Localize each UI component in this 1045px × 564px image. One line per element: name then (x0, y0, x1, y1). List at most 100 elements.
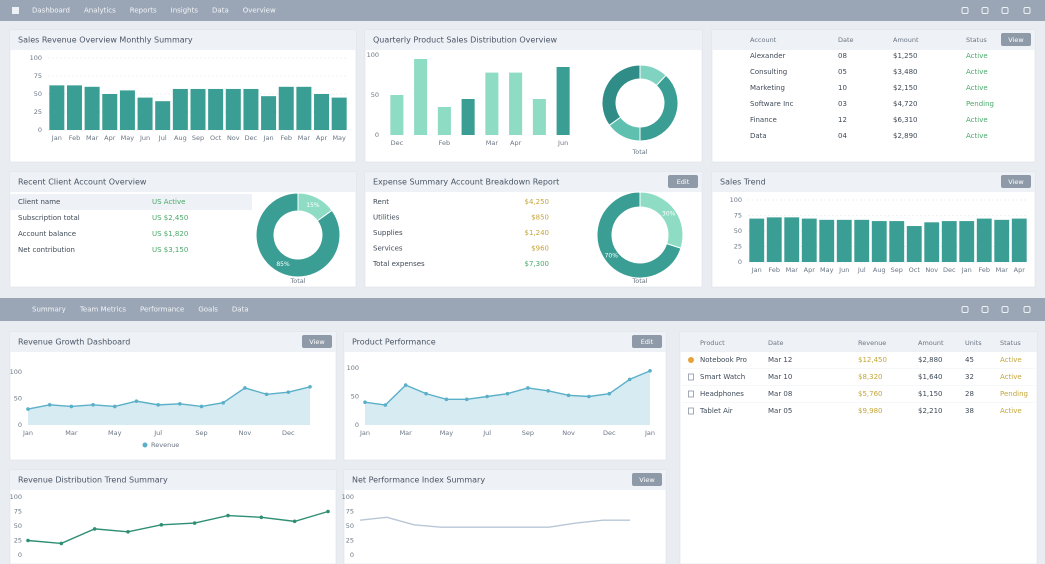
point (464, 397, 469, 402)
nav-item[interactable]: Dashboard (32, 7, 70, 15)
button[interactable] (1001, 33, 1031, 46)
nav-icon[interactable] (1001, 306, 1009, 313)
point (259, 515, 264, 520)
panel-title: Recent Client Account Overview (18, 178, 147, 187)
table-cell: Mar 08 (768, 390, 792, 398)
table-cell: US Active (152, 198, 185, 206)
x-tick-label: May (332, 134, 346, 142)
nav-item[interactable]: Team Metrics (79, 306, 126, 314)
nav-item[interactable]: Insights (171, 7, 199, 15)
table-cell: US $3,150 (152, 246, 188, 254)
nav-item[interactable]: Analytics (84, 7, 116, 15)
nav-icon[interactable] (1023, 306, 1031, 313)
button[interactable] (302, 335, 332, 348)
table-cell: US $1,820 (152, 230, 188, 238)
bar (208, 88, 224, 130)
table-cell: Pending (1000, 390, 1028, 398)
x-tick-label: Jan (51, 134, 62, 142)
point (383, 403, 388, 407)
x-tick-label: Feb (978, 266, 990, 274)
x-tick-label: Sep (192, 134, 204, 142)
donut-segment (601, 64, 641, 127)
row-highlight (10, 194, 252, 210)
nav-icon[interactable] (1001, 7, 1009, 14)
nav-item[interactable]: Overview (243, 7, 276, 15)
button-label[interactable]: Edit (677, 178, 690, 186)
point (444, 397, 449, 402)
table-header: Date (838, 36, 854, 44)
button[interactable] (1001, 175, 1031, 188)
bar (801, 218, 817, 262)
table-cell: Total expenses (372, 260, 425, 268)
point (292, 519, 297, 524)
button-label[interactable]: View (309, 338, 325, 346)
table-cell: $1,240 (525, 229, 550, 237)
panel-header (10, 470, 336, 490)
nav-icon[interactable] (981, 7, 989, 14)
button[interactable] (632, 473, 662, 486)
table-cell: 08 (838, 52, 847, 60)
donut-label: 70% (605, 252, 619, 259)
y-tick-label: 0 (18, 421, 22, 429)
bar (976, 218, 992, 262)
bar (924, 222, 940, 262)
table-cell: 10 (838, 84, 847, 92)
table-cell: $12,450 (858, 356, 887, 364)
table-cell: Active (966, 116, 988, 124)
button[interactable] (632, 335, 662, 348)
panel-title: Net Performance Index Summary (352, 476, 485, 485)
button-label[interactable]: View (1008, 36, 1024, 44)
button-label[interactable]: Edit (641, 338, 654, 346)
bar (243, 88, 259, 130)
panel-title: Revenue Distribution Trend Summary (18, 476, 168, 485)
table-cell: $5,760 (858, 390, 883, 398)
table-cell: Active (1000, 407, 1022, 415)
point (363, 400, 367, 405)
table-cell: Alexander (750, 52, 786, 60)
point (159, 523, 164, 527)
table-cell: $1,150 (918, 390, 943, 398)
x-tick-label: Nov (239, 429, 252, 437)
point (126, 530, 130, 534)
nav-item[interactable]: Summary (32, 306, 66, 314)
bar (190, 88, 206, 130)
menu-icon[interactable] (12, 7, 19, 14)
x-tick-label: Jan (961, 266, 972, 274)
panel (679, 331, 1038, 564)
point (91, 403, 95, 407)
nav-icon[interactable] (961, 7, 969, 14)
nav-item[interactable]: Goals (198, 306, 218, 314)
table-cell: Notebook Pro (700, 356, 747, 364)
panel-header (344, 470, 666, 490)
bar (749, 218, 765, 262)
table-cell: Client name (18, 198, 60, 206)
bar (331, 97, 347, 130)
x-tick-label: Mar (298, 134, 311, 142)
nav-item[interactable]: Data (212, 7, 229, 15)
nav-icon[interactable] (1023, 7, 1031, 14)
point (326, 509, 330, 514)
button-label[interactable]: View (639, 476, 655, 484)
nav-item[interactable]: Reports (130, 7, 157, 15)
x-tick-label: May (108, 429, 122, 437)
nav-icon[interactable] (961, 306, 969, 313)
table-cell: 45 (965, 356, 974, 364)
x-tick-label: Jan (22, 429, 33, 437)
y-tick-label: 100 (10, 493, 22, 501)
point (505, 391, 510, 396)
bar (102, 94, 118, 130)
button[interactable] (668, 175, 698, 188)
x-tick-label: Nov (227, 134, 240, 142)
table-cell: Active (966, 68, 988, 76)
y-tick-label: 100 (730, 196, 742, 204)
x-tick-label: Mar (65, 429, 78, 437)
table-cell: 04 (838, 132, 847, 140)
x-tick-label: Jun (557, 139, 568, 147)
table-cell: $1,640 (918, 373, 943, 381)
nav-item[interactable]: Performance (140, 306, 184, 314)
table-header: Revenue (858, 339, 886, 347)
nav-item[interactable]: Data (232, 306, 249, 314)
button-label[interactable]: View (1008, 178, 1024, 186)
nav-icon[interactable] (981, 306, 989, 313)
point (566, 393, 571, 398)
